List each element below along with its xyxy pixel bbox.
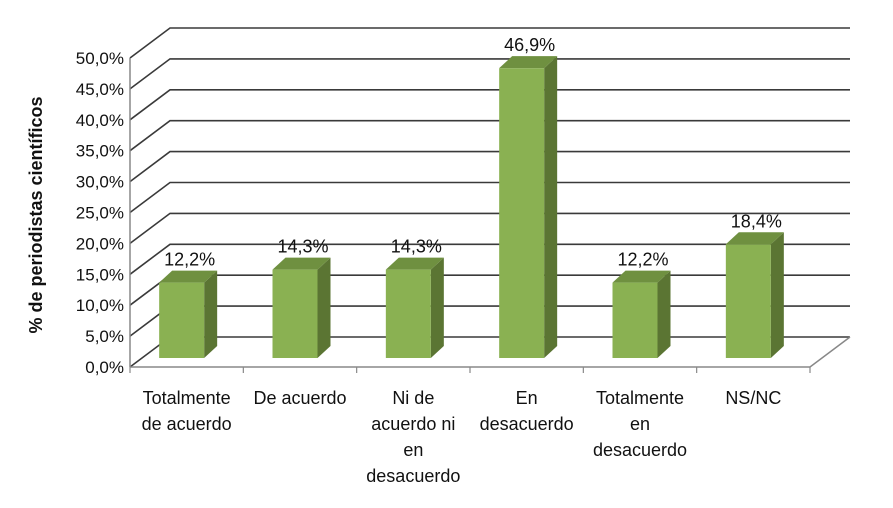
data-label: 18,4% <box>731 211 782 231</box>
x-tick-label: Ni de <box>392 388 434 408</box>
gridline <box>129 27 850 59</box>
gridlines <box>129 27 850 368</box>
y-tick-label: 20,0% <box>76 234 124 253</box>
data-label: 46,9% <box>504 35 555 55</box>
data-label: 14,3% <box>277 237 328 257</box>
x-tick-label: desacuerdo <box>366 466 460 486</box>
bar <box>159 282 205 358</box>
x-tick-label: en <box>403 440 423 460</box>
y-axis-title: % de periodistas científicos <box>26 96 46 333</box>
y-tick-label: 10,0% <box>76 296 124 315</box>
bar-side <box>657 270 671 358</box>
y-tick-label: 0,0% <box>85 358 124 377</box>
bar-top <box>385 257 444 270</box>
bar-top <box>612 270 671 283</box>
bar-side <box>204 270 218 358</box>
y-tick-label: 40,0% <box>76 111 124 130</box>
x-tick-label: De acuerdo <box>253 388 346 408</box>
gridline <box>129 89 850 121</box>
data-label: 14,3% <box>391 237 442 257</box>
bar <box>725 244 771 358</box>
bar-side <box>544 56 558 359</box>
y-tick-label: 35,0% <box>76 142 124 161</box>
gridline <box>129 212 850 245</box>
x-tick-label: desacuerdo <box>480 414 574 434</box>
y-tick-label: 15,0% <box>76 265 124 284</box>
x-tick-label: En <box>516 388 538 408</box>
x-tick-label: NS/NC <box>725 388 781 408</box>
bar <box>612 282 658 358</box>
x-tick-label: Totalmente <box>596 388 684 408</box>
bar-top <box>272 257 331 270</box>
x-tick-label: desacuerdo <box>593 440 687 460</box>
gridline <box>129 150 850 183</box>
bar <box>385 269 431 358</box>
gridline <box>129 58 850 90</box>
y-tick-label: 5,0% <box>85 327 124 346</box>
labels: 12,2% Totalmente de acuerdo 14,3% De acuerdo… <box>142 35 782 486</box>
bar <box>499 68 545 359</box>
gridline <box>129 119 850 152</box>
bar-top <box>159 270 218 283</box>
bar-side <box>317 257 331 358</box>
bar-top <box>499 56 558 69</box>
bar-side <box>430 257 444 358</box>
x-tick-label: Totalmente <box>143 388 231 408</box>
y-tick-label: 45,0% <box>76 80 124 99</box>
x-tick-label: acuerdo ni <box>371 414 455 434</box>
y-tick-label: 50,0% <box>76 49 124 68</box>
x-tick-label: en <box>630 414 650 434</box>
data-label: 12,2% <box>617 250 668 270</box>
bar-side <box>770 232 784 358</box>
bar <box>272 269 318 358</box>
x-tick-label: de acuerdo <box>142 414 232 434</box>
gridline <box>129 181 850 214</box>
axes: 0,0% 5,0% 10,0% 15,0% 20,0% 25,0% 30,0% 35,0% 40… <box>76 49 851 377</box>
y-tick-label: 30,0% <box>76 173 124 192</box>
bar-top <box>725 232 784 245</box>
data-label: 12,2% <box>164 250 215 270</box>
gridline <box>129 243 850 275</box>
y-tick-label: 25,0% <box>76 204 124 223</box>
bars <box>159 56 784 359</box>
